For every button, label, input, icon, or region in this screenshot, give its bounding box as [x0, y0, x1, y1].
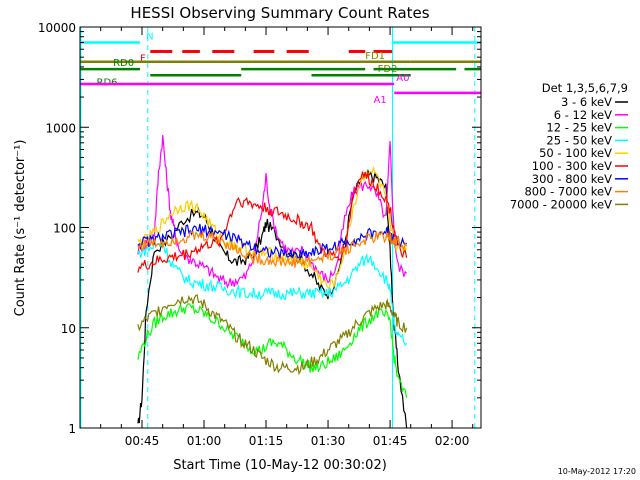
series-group — [137, 135, 408, 429]
x-tick-label-4: 01:45 — [373, 434, 408, 448]
flag-label-fd1: FD1 — [365, 51, 385, 62]
legend-label-7: 800 - 7000 keV — [524, 185, 612, 199]
y-tick-label-2: 100 — [53, 222, 76, 236]
legend-label-8: 7000 - 20000 keV — [510, 197, 612, 211]
series-line-0 — [137, 168, 408, 429]
y-tick-label-0: 1 — [68, 422, 76, 436]
legend-label-6: 300 - 800 keV — [532, 172, 612, 186]
series-line-1 — [137, 135, 408, 289]
legend-label-0: 3 - 6 keV — [561, 95, 612, 109]
legend-label-2: 12 - 25 keV — [546, 121, 612, 135]
y-tick-label-4: 10000 — [38, 21, 76, 35]
legend-label-4: 50 - 100 keV — [539, 146, 612, 160]
series-line-8 — [137, 294, 408, 376]
series-line-3 — [137, 241, 408, 347]
x-axis-label: Start Time (10-May-12 00:30:02) — [173, 458, 387, 473]
series-line-4 — [137, 166, 408, 289]
timestamp: 10-May-2012 17:20 — [558, 467, 636, 476]
series-line-2 — [137, 302, 408, 398]
series-line-5 — [137, 171, 408, 273]
y-axis-label: Count Rate (s⁻¹ detector⁻¹) — [13, 140, 28, 317]
flag-label-f: F — [140, 53, 146, 64]
flag-label-a1: A1 — [374, 95, 387, 106]
x-tick-label-1: 01:00 — [187, 434, 222, 448]
x-tick-label-3: 01:30 — [311, 434, 346, 448]
plot-frame — [79, 26, 482, 429]
series-line-7 — [137, 230, 408, 268]
chart-title: HESSI Observing Summary Count Rates — [130, 4, 429, 22]
legend-label-5: 100 - 300 keV — [532, 159, 612, 173]
y-tick-label-1: 10 — [61, 322, 76, 336]
x-tick-label-5: 02:00 — [435, 434, 470, 448]
flag-label-n: N — [146, 32, 153, 43]
y-axis: 1 10 100 1000 10000 — [38, 21, 481, 436]
x-axis: 00:45 01:00 01:15 01:30 01:45 02:00 — [100, 27, 474, 448]
legend-header: Det 1,3,5,6,7,9 — [542, 81, 628, 95]
legend-label-1: 6 - 12 keV — [554, 108, 612, 122]
x-tick-label-2: 01:15 — [249, 434, 284, 448]
flag-label-rd0: RD0 — [113, 58, 134, 69]
x-tick-label-0: 00:45 — [125, 434, 160, 448]
flag-label-a0: A0 — [396, 73, 409, 84]
legend-label-3: 25 - 50 keV — [546, 133, 612, 147]
y-tick-label-3: 1000 — [45, 121, 76, 135]
flag-bars: NFFD1FD2RD0RD6A0A1 — [80, 32, 481, 106]
